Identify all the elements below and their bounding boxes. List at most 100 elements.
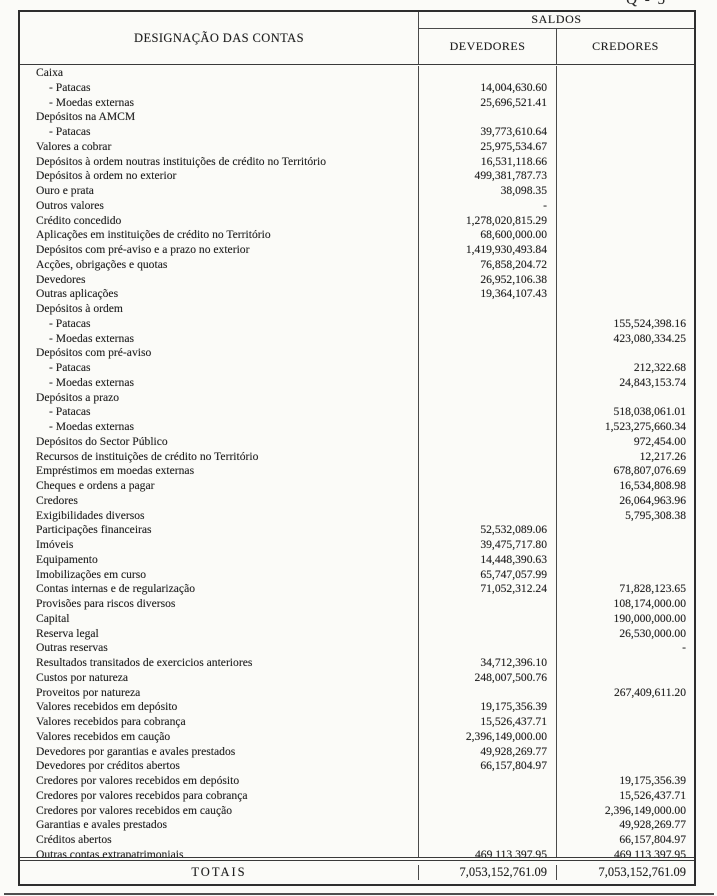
table-row: Credores por valores recebidos em caução… (20, 803, 694, 819)
credores-value (557, 759, 694, 774)
devedores-value (419, 479, 557, 494)
table-row: - Moedas externas 423,080,334.25 (20, 331, 694, 347)
account-label: - Moedas externas (20, 331, 419, 347)
table-row: Reserva legal 26,530,000.00 (20, 626, 694, 642)
account-label: Depósitos à ordem (20, 302, 419, 317)
credores-value (557, 391, 694, 406)
devedores-value: 68,600,000.00 (419, 228, 557, 243)
credores-value (557, 169, 694, 184)
table-row: Crédito concedido 1,278,020,815.29 (20, 213, 694, 229)
account-label: Equipamento (20, 552, 419, 568)
account-label: Crédito concedido (20, 213, 419, 229)
credores-value: 12,217.26 (639, 449, 686, 463)
devedores-value: 65,747,057.99 (419, 567, 557, 583)
devedores-value (419, 818, 557, 833)
account-label: Acções, obrigações e quotas (20, 257, 419, 273)
account-label: Reserva legal (20, 626, 419, 642)
saldos-subheaders: DEVEDORES CREDORES (419, 29, 694, 64)
credores-value (557, 700, 694, 715)
table-row: Créditos abertos 66,157,804.97 (20, 833, 694, 848)
table-row: Depósitos a prazo (20, 390, 694, 406)
table-row: - Patacas 14,004,630.60 (20, 80, 694, 96)
table-row: Devedores por garantias e avales prestad… (20, 744, 694, 760)
account-label: Provisões para riscos diversos (20, 597, 419, 612)
devedores-value: 76,858,204.72 (419, 257, 557, 273)
table-row: Caixa (20, 66, 694, 81)
table-row: Garantias e avales prestados 49,928,269.… (20, 818, 694, 833)
devedores-value: 248,007,500.76 (419, 670, 557, 686)
account-label: Proveitos por natureza (20, 685, 419, 701)
account-label: Depósitos do Sector Público (20, 434, 419, 450)
table-row: Devedores 26,952,106.38 (20, 272, 694, 288)
account-label: - Patacas (20, 80, 419, 96)
account-label: Depósitos à ordem no exterior (20, 169, 419, 184)
credores-value: 26,064,963.96 (619, 493, 686, 507)
devedores-value: 469,113,397.95 (419, 847, 557, 857)
account-label: Imobilizações em curso (20, 567, 419, 583)
totals-credores-value: 7,053,152,761.09 (598, 865, 687, 880)
account-label: Outras contas extrapatrimoniais (20, 847, 419, 857)
devedores-value (419, 110, 557, 125)
credores-value: 2,396,149,000.00 (604, 803, 686, 817)
table-row: Depósitos com pré-aviso e a prazo no ext… (20, 243, 694, 258)
credores-value: 1,523,275,660.34 (604, 420, 686, 433)
credores-value (557, 553, 694, 568)
credores-value: 66,157,804.97 (619, 833, 686, 846)
credores-value (557, 110, 694, 125)
column-header-saldos: SALDOS (419, 12, 694, 29)
credores-value: - (682, 641, 686, 655)
account-label: Contas internas e de regularização (20, 582, 419, 597)
credores-value (557, 302, 694, 317)
credores-value: 19,175,356.39 (619, 774, 686, 787)
credores-value: 16,534,808.98 (619, 479, 686, 492)
credores-value (557, 730, 694, 745)
devedores-value (419, 774, 557, 789)
account-label: - Patacas (20, 361, 419, 376)
table-row: Cheques e ordens a pagar 16,534,808.98 (20, 479, 694, 494)
column-header-designation: DESIGNAÇÃO DAS CONTAS (20, 12, 419, 64)
credores-value: 518,038,061.01 (613, 405, 686, 419)
devedores-value (419, 449, 557, 465)
table-header: DESIGNAÇÃO DAS CONTAS SALDOS DEVEDORES C… (20, 12, 694, 65)
devedores-value (419, 302, 557, 317)
table-body: Caixa - Patacas 14,004,630.60 - Moedas e… (20, 65, 694, 858)
devedores-value (419, 833, 557, 848)
devedores-value: 15,526,437.71 (419, 715, 557, 730)
table-row: Depósitos à ordem noutras instituições d… (20, 154, 694, 170)
table-row: Outras reservas - (20, 641, 694, 656)
account-label: Valores recebidos em depósito (20, 700, 419, 715)
scan-edge-line (4, 892, 714, 895)
account-label: Valores recebidos para cobrança (20, 715, 419, 730)
table-row: Custos por natureza 248,007,500.76 (20, 670, 694, 686)
table-row: Depósitos à ordem (20, 302, 694, 317)
account-label: - Moedas externas (20, 375, 419, 391)
table-row: Participações financeiras 52,532,089.06 (20, 523, 694, 538)
devedores-value: 1,278,020,815.29 (419, 213, 557, 229)
devedores-value (419, 803, 557, 819)
credores-value: 267,409,611.20 (613, 685, 686, 699)
table-row: Depósitos na AMCM (20, 110, 694, 125)
account-label: Resultados transitados de exercicios ant… (20, 656, 419, 671)
devedores-value (419, 361, 557, 376)
saldos-header-group: SALDOS DEVEDORES CREDORES (419, 12, 694, 64)
account-label: - Patacas (20, 125, 419, 140)
account-label: Créditos abertos (20, 833, 419, 848)
table-row: Ouro e prata 38,098.35 (20, 184, 694, 199)
table-row: Depósitos do Sector Público 972,454.00 (20, 434, 694, 450)
account-label: - Patacas (20, 316, 419, 332)
credores-value (557, 287, 694, 302)
account-label: Ouro e prata (20, 184, 419, 199)
table-row: Resultados transitados de exercicios ant… (20, 656, 694, 671)
devedores-value (419, 420, 557, 435)
devedores-value: 499,381,787.73 (419, 169, 557, 184)
credores-value (557, 273, 694, 288)
devedores-value (419, 434, 557, 450)
table-row: Equipamento 14,448,390.63 (20, 552, 694, 568)
table-row: Empréstimos em moedas externas 678,807,0… (20, 464, 694, 479)
account-label: Cheques e ordens a pagar (20, 479, 419, 494)
credores-value (557, 656, 694, 671)
devedores-value (419, 597, 557, 612)
devedores-value (419, 508, 557, 524)
devedores-value (419, 331, 557, 347)
credores-value (557, 346, 694, 361)
